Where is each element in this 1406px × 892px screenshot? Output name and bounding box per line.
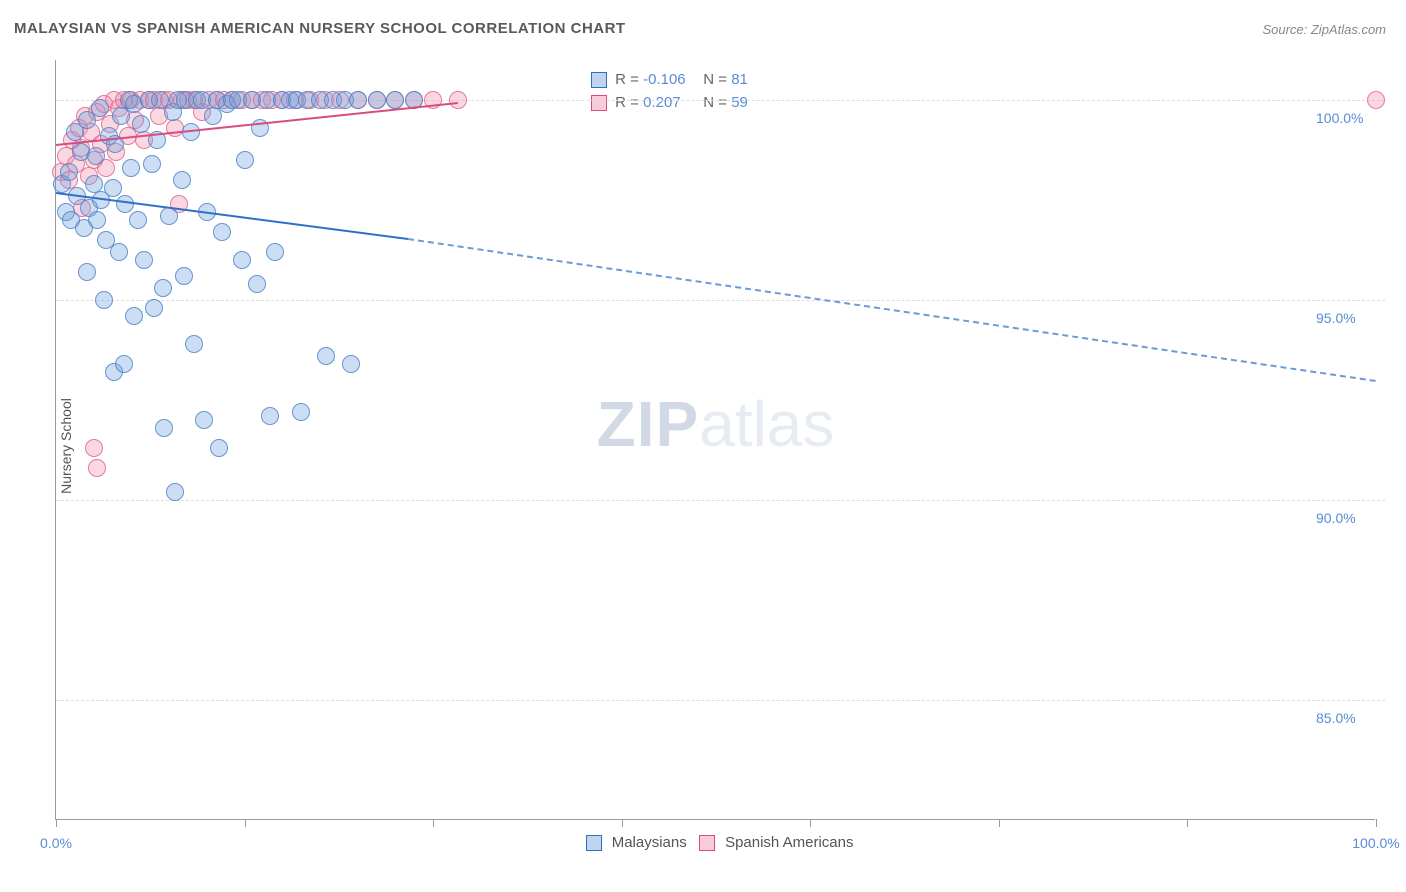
data-point [155, 419, 173, 437]
data-point [166, 483, 184, 501]
data-point [122, 159, 140, 177]
x-tick [245, 819, 246, 827]
data-point [129, 211, 147, 229]
chart-title: MALAYSIAN VS SPANISH AMERICAN NURSERY SC… [14, 20, 626, 37]
data-point [449, 91, 467, 109]
data-point [185, 335, 203, 353]
data-point [91, 99, 109, 117]
y-tick-label: 100.0% [1316, 110, 1363, 126]
data-point [115, 355, 133, 373]
data-point [145, 299, 163, 317]
data-point [110, 243, 128, 261]
data-point [104, 179, 122, 197]
x-tick [999, 819, 1000, 827]
legend-label-spanish: Spanish Americans [725, 834, 853, 851]
data-point [125, 307, 143, 325]
data-point [213, 223, 231, 241]
data-point [317, 347, 335, 365]
data-point [342, 355, 360, 373]
data-point [349, 91, 367, 109]
data-point [88, 211, 106, 229]
stats-box: R = -0.106 N = 81 R = 0.207 N = 59 [581, 65, 797, 118]
stats-row-spanish: R = 0.207 N = 59 [591, 92, 787, 115]
data-point [175, 267, 193, 285]
plot-area: ZIPatlas R = -0.106 N = 81 R = 0.207 N =… [55, 60, 1375, 820]
data-point [210, 439, 228, 457]
x-tick [56, 819, 57, 827]
data-point [85, 439, 103, 457]
x-tick-label: 100.0% [1352, 835, 1399, 851]
data-point [261, 407, 279, 425]
data-point [386, 91, 404, 109]
gridline [56, 500, 1385, 501]
legend-swatch-blue-icon [586, 835, 602, 851]
data-point [173, 171, 191, 189]
data-point [1367, 91, 1385, 109]
data-point [132, 115, 150, 133]
x-tick [1376, 819, 1377, 827]
data-point [266, 243, 284, 261]
data-point [116, 195, 134, 213]
data-point [60, 163, 78, 181]
data-point [135, 251, 153, 269]
source-label: Source: ZipAtlas.com [1262, 22, 1386, 37]
data-point [195, 411, 213, 429]
data-point [78, 263, 96, 281]
x-tick [810, 819, 811, 827]
x-tick [433, 819, 434, 827]
stats-row-malaysians: R = -0.106 N = 81 [591, 69, 787, 92]
y-tick-label: 85.0% [1316, 710, 1356, 726]
data-point [236, 151, 254, 169]
chart-root: MALAYSIAN VS SPANISH AMERICAN NURSERY SC… [0, 0, 1406, 892]
gridline [56, 700, 1385, 701]
swatch-pink-icon [591, 95, 607, 111]
y-tick-label: 90.0% [1316, 510, 1356, 526]
y-tick-label: 95.0% [1316, 310, 1356, 326]
data-point [233, 251, 251, 269]
swatch-blue-icon [591, 72, 607, 88]
data-point [368, 91, 386, 109]
legend: Malaysians Spanish Americans [578, 834, 854, 851]
legend-label-malaysians: Malaysians [612, 834, 687, 851]
data-point [154, 279, 172, 297]
data-point [143, 155, 161, 173]
regression-line [408, 238, 1376, 382]
watermark: ZIPatlas [597, 387, 835, 461]
x-tick [1187, 819, 1188, 827]
x-tick-label: 0.0% [40, 835, 72, 851]
legend-swatch-pink-icon [699, 835, 715, 851]
data-point [248, 275, 266, 293]
gridline [56, 300, 1385, 301]
data-point [95, 291, 113, 309]
data-point [88, 459, 106, 477]
data-point [292, 403, 310, 421]
x-tick [622, 819, 623, 827]
data-point [87, 147, 105, 165]
